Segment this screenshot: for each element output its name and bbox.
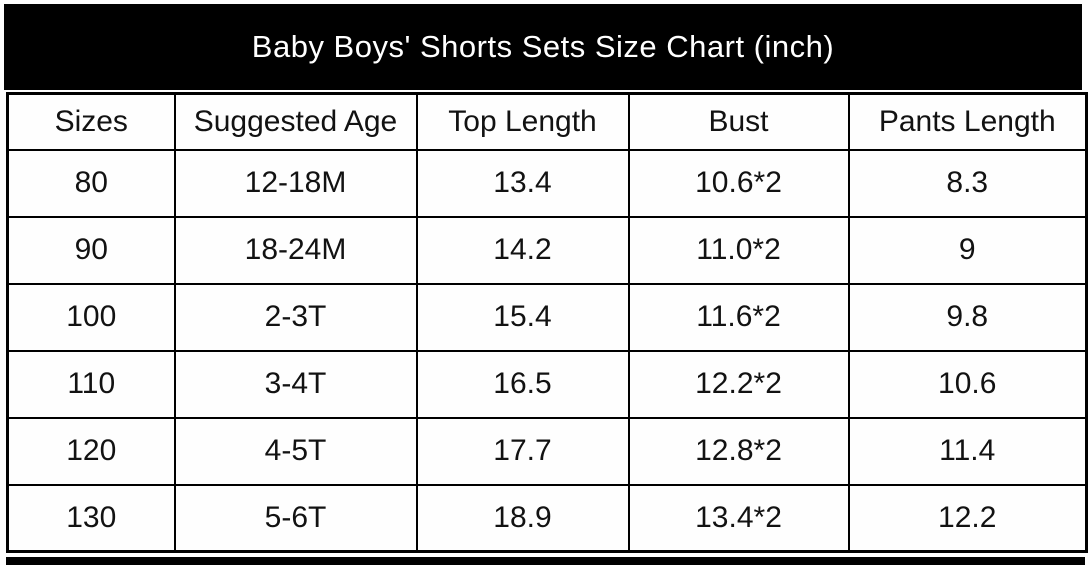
- cell-top-length: 13.4: [415, 148, 630, 218]
- cell-top-length: 15.4: [415, 282, 630, 352]
- cell-size: 110: [6, 349, 176, 419]
- cell-top-length: 18.9: [415, 483, 630, 553]
- cell-pants-length: 9.8: [847, 282, 1088, 352]
- cell-size: 80: [6, 148, 176, 218]
- cell-size: 120: [6, 416, 176, 486]
- cell-top-length: 14.2: [415, 215, 630, 285]
- cell-bust: 11.0*2: [627, 215, 850, 285]
- table-header-row: Sizes Suggested Age Top Length Bust Pant…: [6, 92, 1088, 151]
- cell-size: 130: [6, 483, 176, 553]
- cell-bust: 12.2*2: [627, 349, 850, 419]
- bottom-banner-cropped: [6, 557, 1085, 565]
- column-header-pants-length: Pants Length: [847, 92, 1088, 151]
- table-row-size-100: 100 2-3T 15.4 11.6*2 9.8: [6, 282, 1088, 352]
- cell-bust: 11.6*2: [627, 282, 850, 352]
- cell-suggested-age: 2-3T: [173, 282, 418, 352]
- cell-suggested-age: 5-6T: [173, 483, 418, 553]
- column-header-top-length: Top Length: [415, 92, 630, 151]
- table-row-size-80: 80 12-18M 13.4 10.6*2 8.3: [6, 148, 1088, 218]
- cell-top-length: 16.5: [415, 349, 630, 419]
- size-chart-table: Sizes Suggested Age Top Length Bust Pant…: [6, 92, 1088, 553]
- cell-pants-length: 9: [847, 215, 1088, 285]
- cell-suggested-age: 12-18M: [173, 148, 418, 218]
- column-header-bust: Bust: [627, 92, 850, 151]
- cell-pants-length: 12.2: [847, 483, 1088, 553]
- table-row-size-110: 110 3-4T 16.5 12.2*2 10.6: [6, 349, 1088, 419]
- cell-bust: 13.4*2: [627, 483, 850, 553]
- column-header-suggested-age: Suggested Age: [173, 92, 418, 151]
- title-banner: Baby Boys' Shorts Sets Size Chart (inch): [4, 4, 1082, 90]
- cell-size: 90: [6, 215, 176, 285]
- cell-suggested-age: 4-5T: [173, 416, 418, 486]
- table-row-size-130: 130 5-6T 18.9 13.4*2 12.2: [6, 483, 1088, 553]
- cell-suggested-age: 3-4T: [173, 349, 418, 419]
- chart-title: Baby Boys' Shorts Sets Size Chart (inch): [251, 29, 835, 64]
- table-row-size-120: 120 4-5T 17.7 12.8*2 11.4: [6, 416, 1088, 486]
- cell-top-length: 17.7: [415, 416, 630, 486]
- column-header-sizes: Sizes: [6, 92, 176, 151]
- cell-size: 100: [6, 282, 176, 352]
- cell-suggested-age: 18-24M: [173, 215, 418, 285]
- cell-bust: 12.8*2: [627, 416, 850, 486]
- cell-pants-length: 11.4: [847, 416, 1088, 486]
- cell-pants-length: 8.3: [847, 148, 1088, 218]
- cell-pants-length: 10.6: [847, 349, 1088, 419]
- cell-bust: 10.6*2: [627, 148, 850, 218]
- table-row-size-90: 90 18-24M 14.2 11.0*2 9: [6, 215, 1088, 285]
